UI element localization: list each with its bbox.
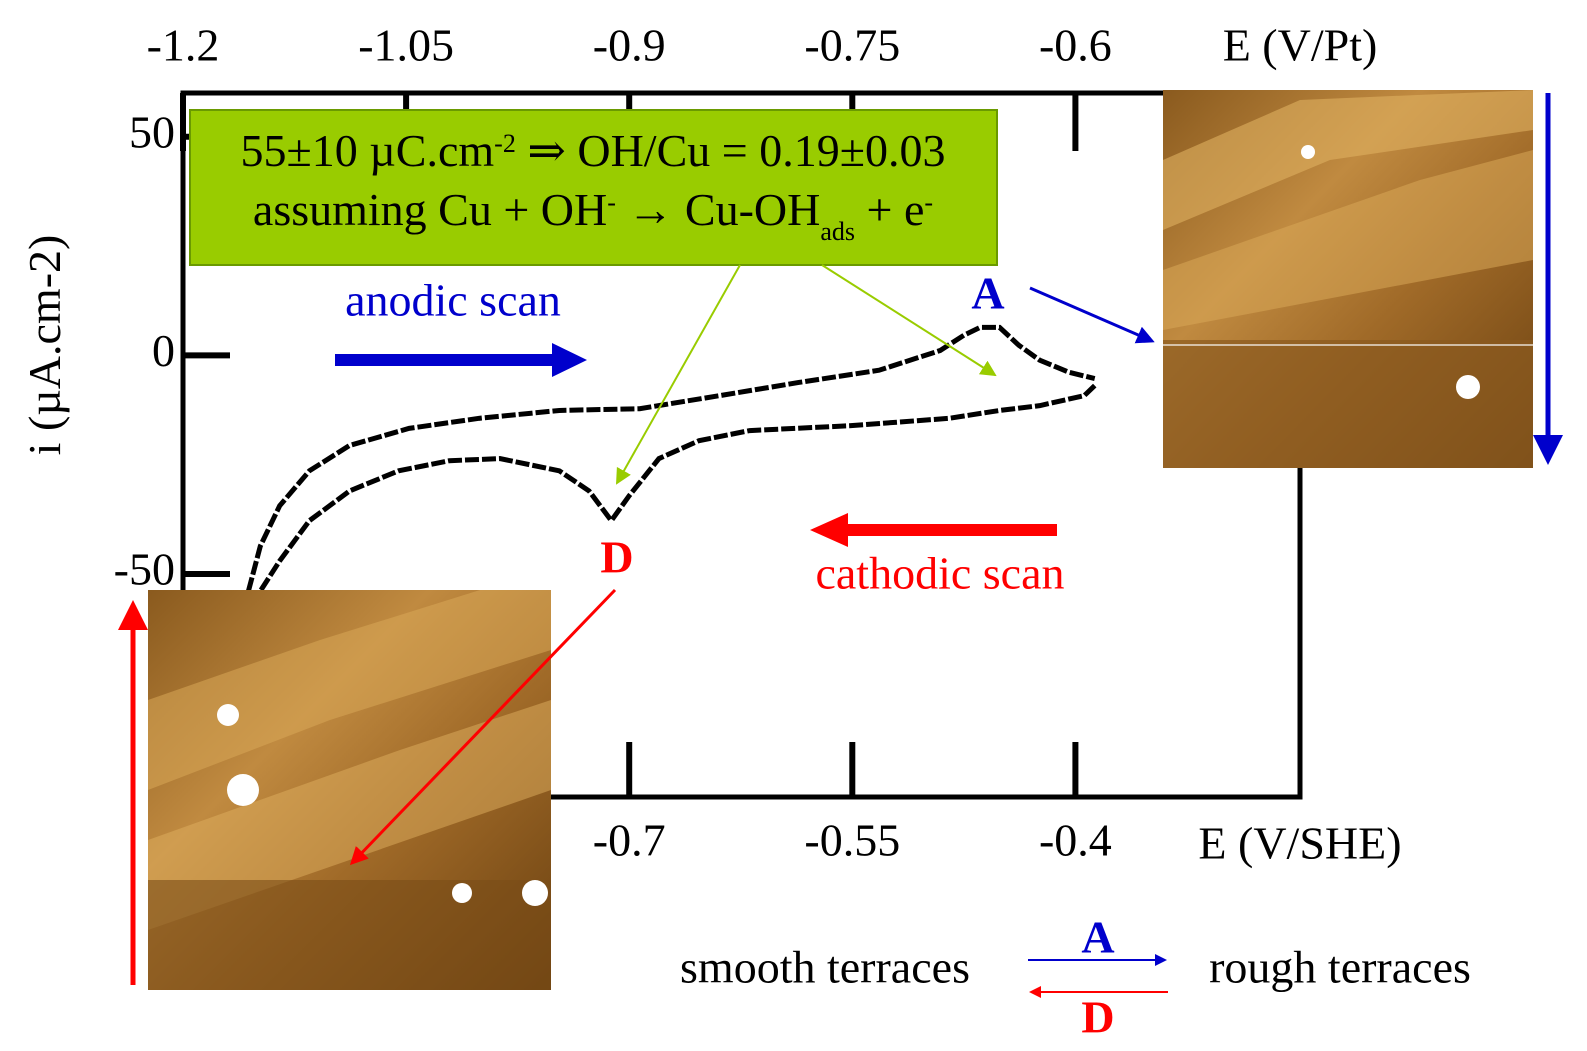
x-tick-label: -0.55 bbox=[804, 815, 900, 866]
peak-label: D bbox=[600, 532, 633, 583]
x2-tick-label: -1.05 bbox=[358, 20, 454, 71]
arrow-head bbox=[552, 343, 587, 377]
x2-tick-label: -0.9 bbox=[593, 20, 666, 71]
annotation-text: - bbox=[924, 188, 933, 217]
y-tick-label: 0 bbox=[152, 325, 175, 376]
annotation-text: + e bbox=[855, 184, 924, 235]
x-axis-label: E (V/SHE) bbox=[1198, 818, 1401, 869]
annotation-text: ⇒ OH/Cu = 0.19±0.03 bbox=[516, 125, 946, 176]
legend-label: A bbox=[1081, 912, 1114, 963]
annotation-text: 55±10 µC.cm bbox=[241, 125, 495, 176]
x-tick-label: -0.7 bbox=[593, 815, 666, 866]
x2-tick-label: -1.2 bbox=[147, 20, 220, 71]
y-tick-label: -50 bbox=[114, 544, 175, 595]
stm-image bbox=[1163, 90, 1533, 468]
x2-axis-label: E (V/Pt) bbox=[1223, 20, 1378, 71]
pointer bbox=[1030, 288, 1152, 341]
x2-tick-label: -0.75 bbox=[804, 20, 900, 71]
annotation-text: → Cu-OH bbox=[616, 184, 820, 235]
anodic-label: anodic scan bbox=[345, 275, 561, 326]
legend-text: rough terraces bbox=[1209, 942, 1471, 993]
figure: i (µA.cm-2) E (V/Pt) E (V/SHE) 55±10 µC.… bbox=[0, 0, 1587, 1051]
annotation-text: assuming Cu + OH bbox=[253, 184, 607, 235]
annotation-text: - bbox=[607, 188, 616, 217]
peak-label: A bbox=[971, 268, 1004, 319]
arrow-head bbox=[810, 513, 848, 547]
y-axis-label: i (µA.cm-2) bbox=[19, 235, 70, 456]
x-tick-label: -0.4 bbox=[1039, 815, 1112, 866]
annotation-text: -2 bbox=[494, 129, 516, 158]
x2-tick-label: -0.6 bbox=[1039, 20, 1112, 71]
legend-text: smooth terraces bbox=[680, 942, 970, 993]
cathodic-label: cathodic scan bbox=[815, 548, 1064, 599]
annotation-text: ads bbox=[820, 217, 855, 246]
stm-image bbox=[148, 590, 551, 990]
y-tick-label: 50 bbox=[129, 106, 175, 157]
legend-label: D bbox=[1081, 992, 1114, 1043]
annotation-line: 55±10 µC.cm-2 ⇒ OH/Cu = 0.19±0.03 bbox=[241, 125, 946, 176]
